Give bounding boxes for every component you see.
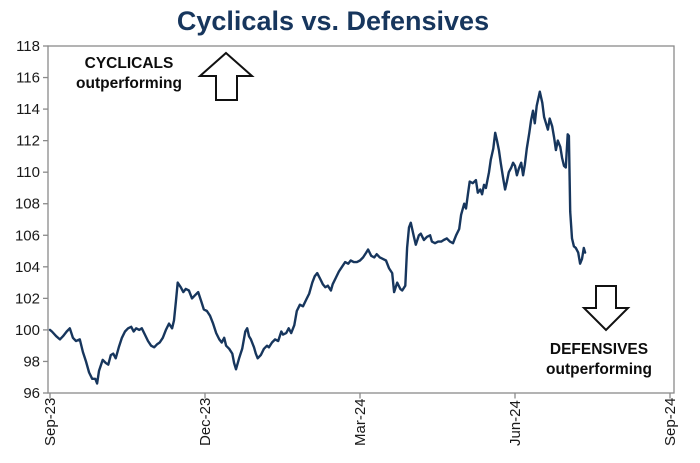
annotation-line: DEFENSIVES: [549, 341, 649, 358]
chart-title: Cyclicals vs. Defensives: [176, 6, 490, 36]
y-tick-label: 116: [16, 70, 40, 87]
y-tick-label: 108: [15, 196, 40, 213]
plot-border: [47, 45, 675, 394]
y-axis: 96 98 100 102 104 106 108 110 112 114 116 118: [15, 38, 49, 402]
annotation-cyclicals-outperforming: CYCLICALS outperforming: [46, 54, 212, 94]
y-tick-label: 102: [15, 290, 40, 307]
y-tick-label: 104: [15, 259, 40, 276]
y-tick-label: 98: [23, 353, 40, 370]
y-tick-label: 112: [16, 133, 40, 150]
y-tick-label: 118: [16, 38, 40, 55]
annotation-line: outperforming: [76, 75, 182, 92]
annotation-defensives-outperforming: DEFENSIVES outperforming: [518, 340, 680, 380]
x-tick-label: Mar-24: [352, 398, 369, 446]
up-arrow-icon: [197, 51, 255, 101]
annotation-line: outperforming: [546, 361, 652, 378]
y-tick-label: 96: [23, 385, 40, 402]
y-tick-label: 106: [15, 227, 40, 244]
x-axis: Sep-23 Dec-23 Mar-24 Jun-24 Sep-24: [42, 393, 679, 446]
x-tick-label: Jun-24: [507, 400, 524, 446]
x-tick-label: Sep-23: [42, 398, 59, 446]
y-tick-label: 114: [16, 101, 40, 118]
down-arrow-icon: [581, 285, 631, 332]
y-tick-label: 100: [15, 322, 40, 339]
annotation-line: CYCLICALS: [84, 55, 174, 72]
x-tick-label: Dec-23: [197, 398, 214, 446]
x-tick-label: Sep-24: [662, 398, 679, 446]
y-tick-label: 110: [16, 164, 40, 181]
cyclicals-vs-defensives-line: [48, 90, 587, 385]
